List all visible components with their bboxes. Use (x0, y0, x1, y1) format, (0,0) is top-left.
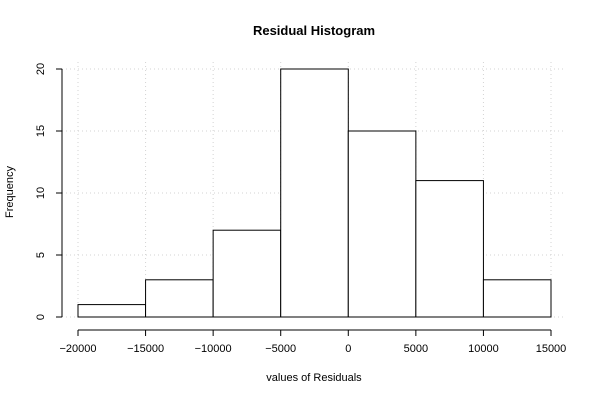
bars-layer (77, 68, 552, 318)
histogram-bar (482, 279, 552, 318)
y-axis-label: Frequency (4, 166, 16, 218)
x-tick-label: 15000 (536, 343, 567, 355)
y-tick-label: 0 (35, 314, 47, 320)
y-tick-label: 15 (35, 125, 47, 137)
y-tick-label: 20 (35, 63, 47, 75)
x-tick-label: −15000 (127, 343, 164, 355)
x-tick-label: 5000 (404, 343, 428, 355)
histogram-bar (77, 304, 147, 318)
chart-title: Residual Histogram (253, 23, 375, 38)
x-tick-label: −10000 (195, 343, 232, 355)
x-tick-label: −5000 (265, 343, 296, 355)
histogram-bar (212, 229, 282, 318)
x-tick-label: 0 (345, 343, 351, 355)
x-tick-label: 10000 (468, 343, 499, 355)
axes-layer: −20000 −15000 −10000 −5000 0 5000 10000 15000 0 5… (35, 63, 566, 355)
histogram-bar (347, 130, 417, 318)
histogram-bar (280, 68, 349, 318)
y-tick-label: 10 (35, 187, 47, 199)
histogram-bar (415, 180, 484, 318)
y-tick-label: 5 (35, 252, 47, 258)
x-axis-label: values of Residuals (266, 372, 362, 384)
histogram-bar (145, 279, 214, 318)
x-tick-label: −20000 (59, 343, 96, 355)
